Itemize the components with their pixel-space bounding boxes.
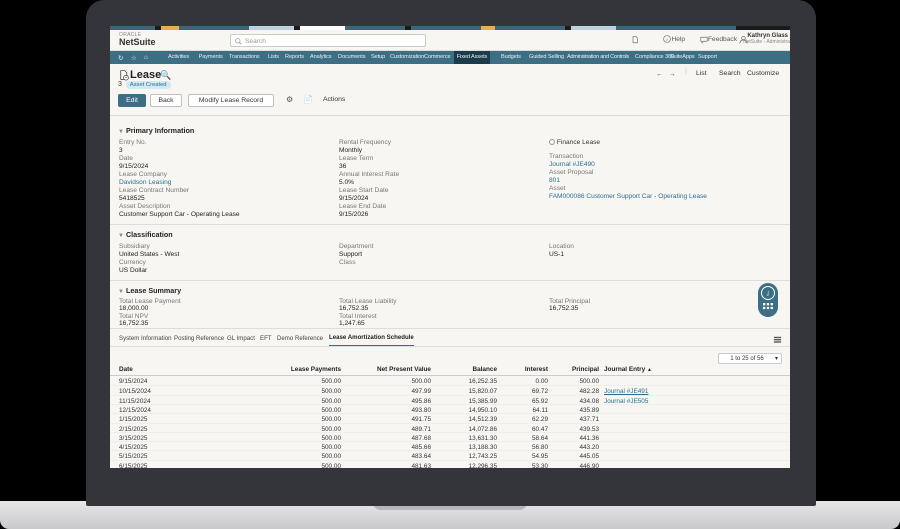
svg-text:i: i xyxy=(666,37,668,42)
